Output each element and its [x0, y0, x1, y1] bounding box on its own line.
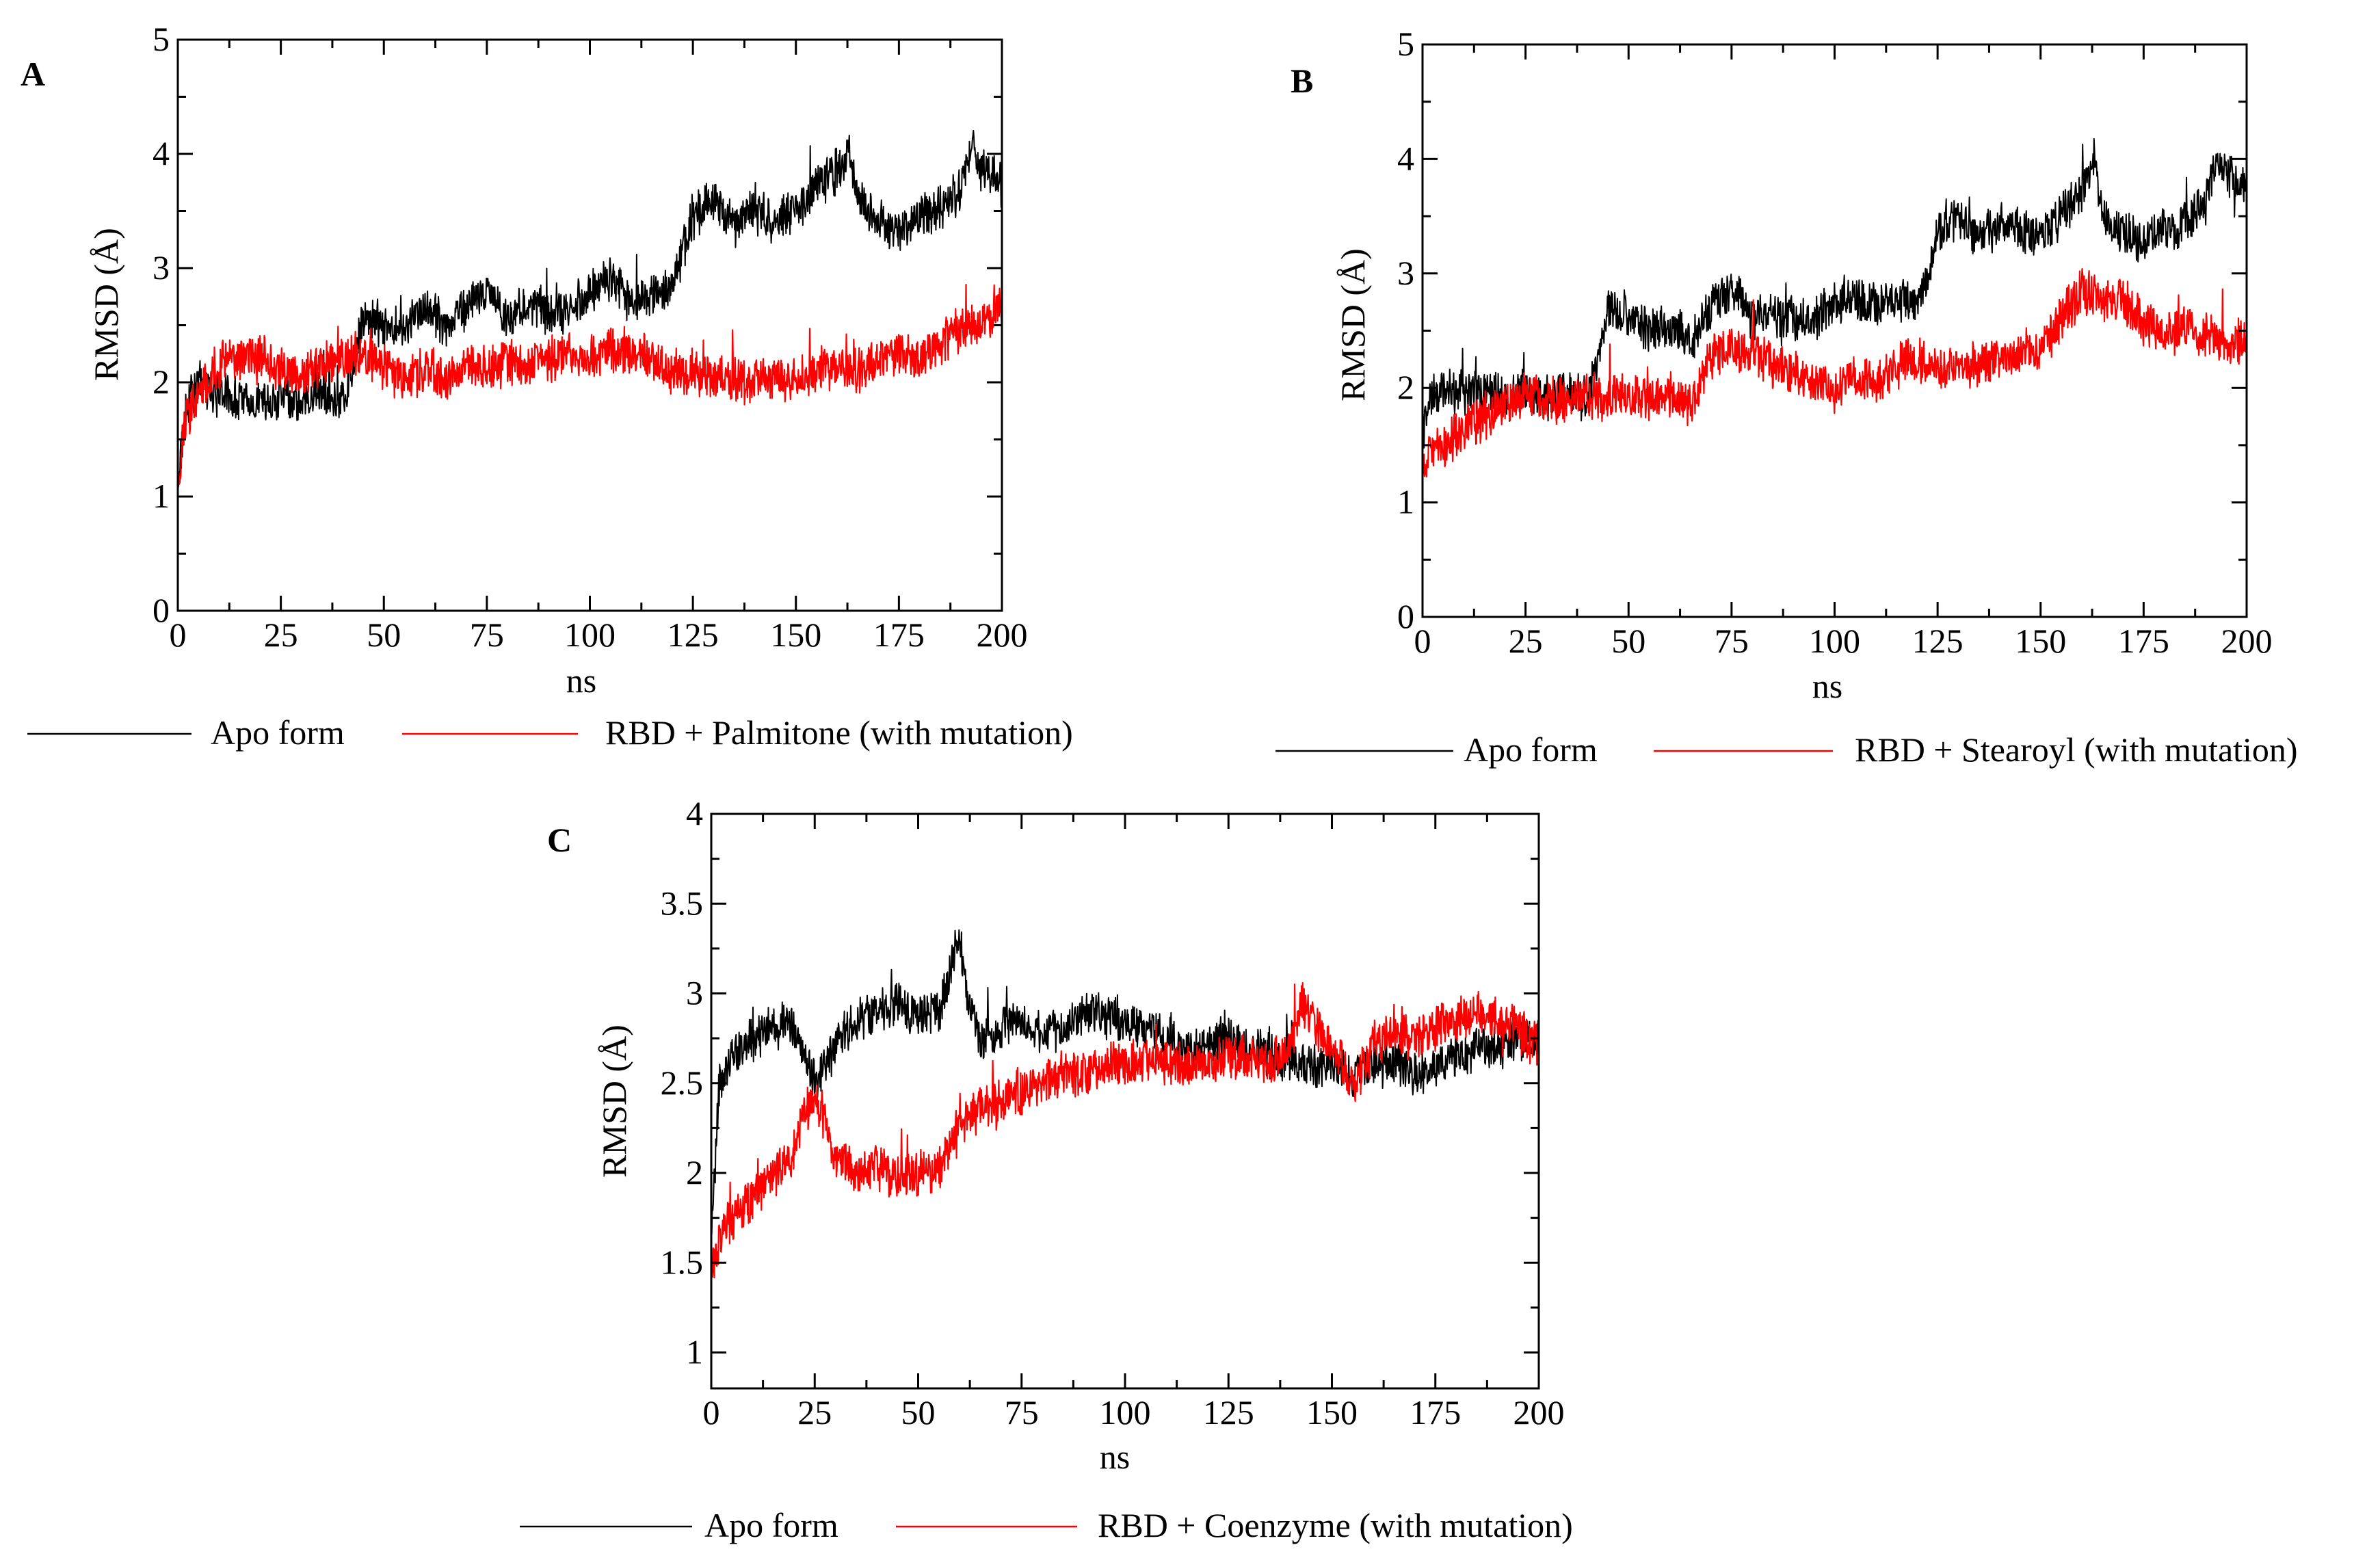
y-tick-label-c: 3: [686, 974, 703, 1012]
x-tick-label-a: 25: [264, 616, 298, 654]
y-tick-label-b: 5: [1397, 25, 1414, 63]
series-line-c-complex: [711, 981, 1539, 1279]
y-tick-label-c: 4: [686, 794, 703, 832]
x-tick-label-a: 150: [770, 616, 821, 654]
y-tick-label-a: 3: [153, 248, 170, 287]
x-tick-label-b: 75: [1715, 622, 1749, 660]
x-tick-label-c: 100: [1100, 1393, 1151, 1431]
x-tick-label-b: 50: [1611, 622, 1645, 660]
x-tick-label-c: 150: [1306, 1393, 1358, 1431]
y-axis-title-c: RMSD (Å): [595, 1025, 633, 1178]
y-tick-label-c: 1: [686, 1333, 703, 1371]
x-axis-title-a: ns: [566, 661, 596, 700]
x-tick-label-a: 0: [170, 616, 187, 654]
x-tick-label-a: 100: [564, 616, 616, 654]
panel-label-a: A: [21, 55, 45, 93]
x-axis-title-c: ns: [1100, 1438, 1130, 1476]
y-axis-title-b: RMSD (Å): [1334, 248, 1372, 401]
x-tick-label-b: 100: [1809, 622, 1860, 660]
y-axis-title-a: RMSD (Å): [87, 228, 125, 381]
x-tick-label-c: 50: [901, 1393, 936, 1431]
y-tick-label-c: 1.5: [661, 1243, 704, 1281]
y-tick-label-c: 2: [686, 1153, 703, 1191]
legend-label-c-apo: Apo form: [704, 1506, 838, 1544]
x-tick-label-a: 175: [873, 616, 925, 654]
panel-c: C RMSD (Å) ns Apo form RBD + Coenzyme (w…: [520, 794, 1573, 1544]
y-tick-label-a: 4: [153, 134, 170, 172]
x-tick-label-b: 125: [1912, 622, 1964, 660]
x-tick-label-b: 200: [2221, 622, 2273, 660]
y-tick-label-c: 2.5: [661, 1064, 704, 1102]
x-tick-label-c: 125: [1203, 1393, 1254, 1431]
y-tick-label-b: 3: [1397, 254, 1414, 292]
legend-label-b-complex: RBD + Stearoyl (with mutation): [1855, 730, 2298, 769]
legend-label-a-apo: Apo form: [211, 713, 345, 752]
x-tick-label-c: 175: [1410, 1393, 1461, 1431]
x-tick-label-a: 50: [367, 616, 401, 654]
y-tick-label-b: 0: [1397, 597, 1414, 635]
series-line-a-complex: [178, 284, 1002, 485]
panel-label-c: C: [547, 821, 572, 859]
x-tick-label-b: 0: [1414, 622, 1431, 660]
x-tick-label-b: 25: [1509, 622, 1543, 660]
x-tick-label-c: 25: [797, 1393, 832, 1431]
x-tick-label-b: 150: [2015, 622, 2066, 660]
y-tick-label-b: 2: [1397, 368, 1414, 406]
y-tick-label-a: 1: [153, 477, 170, 515]
panel-a: A RMSD (Å) ns Apo form RBD + Palmitone (…: [21, 20, 1073, 752]
y-tick-label-b: 4: [1397, 139, 1414, 177]
series-line-b-complex: [1423, 268, 2247, 478]
x-tick-label-b: 175: [2118, 622, 2169, 660]
legend-label-a-complex: RBD + Palmitone (with mutation): [605, 713, 1073, 752]
series-line-c-apo: [711, 929, 1539, 1235]
x-tick-label-a: 125: [667, 616, 719, 654]
x-axis-title-b: ns: [1812, 667, 1842, 705]
x-tick-label-c: 75: [1005, 1393, 1039, 1431]
legend-label-b-apo: Apo form: [1464, 730, 1598, 769]
series-line-a-apo: [178, 129, 1002, 488]
x-tick-label-c: 200: [1513, 1393, 1565, 1431]
x-tick-label-c: 0: [703, 1393, 720, 1431]
y-tick-label-a: 5: [153, 20, 170, 58]
x-tick-label-a: 75: [470, 616, 504, 654]
y-tick-label-b: 1: [1397, 483, 1414, 521]
y-tick-label-a: 0: [153, 591, 170, 629]
legend-label-c-complex: RBD + Coenzyme (with mutation): [1098, 1506, 1573, 1544]
panel-label-b: B: [1291, 62, 1313, 100]
panel-b: B RMSD (Å) ns Apo form RBD + Stearoyl (w…: [1275, 25, 2298, 769]
y-tick-label-a: 2: [153, 362, 170, 401]
x-tick-label-a: 200: [977, 616, 1028, 654]
y-tick-label-c: 3.5: [661, 884, 704, 922]
